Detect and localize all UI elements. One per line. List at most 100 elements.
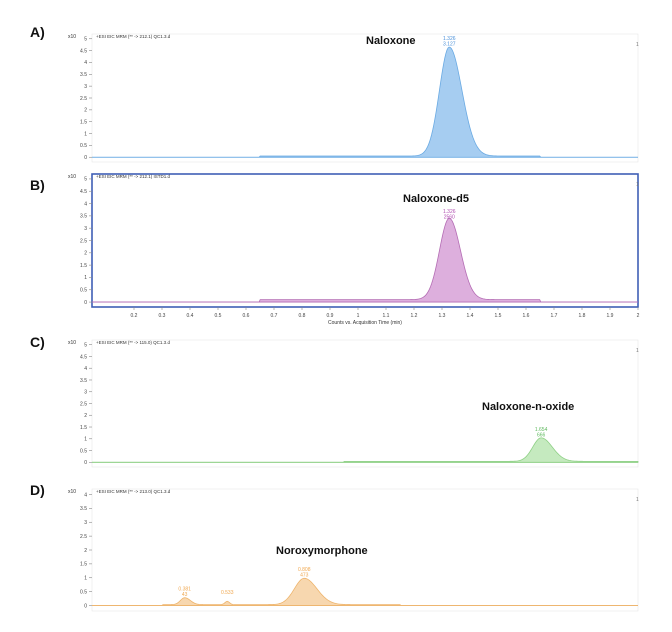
peak-annotation: 2560 [444, 214, 455, 220]
panel-label-a: A) [30, 24, 45, 40]
y-tick-label: 3.5 [80, 72, 87, 78]
y-tick-label: 4 [84, 492, 87, 498]
peak-annotation: 1.654 [535, 427, 548, 433]
x-tick-label: 1.3 [439, 313, 446, 319]
trace-count-label: 1 [636, 42, 639, 48]
y-tick-label: 2.5 [80, 401, 87, 407]
y-tick-label: 0 [84, 155, 87, 161]
y-tick-label: 4.5 [80, 354, 87, 360]
panel-frame [91, 33, 639, 163]
y-tick-label: 4 [84, 366, 87, 372]
x-tick-label: 1.5 [495, 313, 502, 319]
y-tick-label: 2.5 [80, 238, 87, 244]
chromatogram-trace [92, 46, 638, 158]
y-tick-label: 1.5 [80, 263, 87, 269]
chromatogram-trace [92, 437, 639, 463]
y-tick-label: 1 [84, 576, 87, 582]
x-tick-label: 1.6 [523, 313, 530, 319]
x-tick-label: 0.8 [299, 313, 306, 319]
chart-panel-1: x10 +ESI EIC MRM (** -> 212.1) QC1.3.d 1 0 0… [68, 33, 639, 163]
peak-annotation: 1.326 [443, 209, 456, 215]
y-tick-label: 1 [84, 437, 87, 443]
chart-panel-4: x10 +ESI EIC MRM (** -> 213.0) QC1.3.d 1 0 0… [68, 488, 639, 612]
trace-header: +ESI EIC MRM (** -> 212.1) QC1.3.d [96, 34, 171, 39]
x-tick-label: 2 [637, 313, 640, 319]
trace-header: +ESI EIC MRM (** -> 213.0) QC1.3.d [96, 489, 171, 494]
y-tick-label: 1 [84, 275, 87, 281]
y-tick-label: 4.5 [80, 189, 87, 195]
panel-label-b: B) [30, 177, 45, 193]
trace-header: +ESI EIC MRM (** -> 115.0) QC1.3.d [96, 340, 170, 345]
y-tick-label: 2 [84, 548, 87, 554]
panel-border [91, 173, 639, 308]
y-tick-label: 3.5 [80, 378, 87, 384]
x-tick-label: 1.9 [607, 313, 614, 319]
x-tick-label: 0.6 [243, 313, 250, 319]
y-tick-label: 1.5 [80, 425, 87, 431]
y-tick-label: 1 [84, 131, 87, 137]
x-axis-label: Counts vs. Acquisition Time (min) [328, 320, 402, 326]
x-tick-label: 0.5 [215, 313, 222, 319]
y-tick-label: 0 [84, 603, 87, 609]
y-tick-label: 3.5 [80, 214, 87, 220]
y-multiplier-label: x10 [68, 34, 76, 40]
x-tick-label: 1.2 [411, 313, 418, 319]
y-tick-label: 0 [84, 300, 87, 306]
y-tick-label: 3 [84, 84, 87, 90]
x-tick-label: 0.4 [187, 313, 194, 319]
peak-annotation: 0.533 [221, 590, 234, 596]
y-tick-label: 4.5 [80, 48, 87, 54]
compound-title: Noroxymorphone [276, 545, 368, 557]
chromatogram-trace [92, 217, 638, 303]
compound-title: Naloxone [366, 35, 416, 47]
compound-title: Naloxone-n-oxide [482, 401, 574, 413]
y-tick-label: 1.5 [80, 120, 87, 126]
y-multiplier-label: x10 [68, 340, 76, 346]
peak-annotation: 43 [182, 592, 188, 598]
trace-count-label: 1 [636, 182, 639, 188]
y-tick-label: 0.5 [80, 143, 87, 149]
chromatogram-trace [92, 577, 638, 606]
panel-label-d: D) [30, 482, 45, 498]
trace-count-label: 1 [636, 497, 639, 503]
y-multiplier-label: x10 [68, 489, 76, 495]
y-tick-label: 2 [84, 251, 87, 257]
peak-annotation: 1.326 [443, 36, 456, 42]
x-tick-label: 0.9 [327, 313, 334, 319]
peak-annotation: 3.127 [443, 42, 456, 48]
x-tick-label: 1.4 [467, 313, 474, 319]
x-tick-label: 1.8 [579, 313, 586, 319]
x-tick-label: 0.2 [131, 313, 138, 319]
trace-header: +ESI EIC MRM (** -> 212.1) ISTD1.d [96, 174, 171, 179]
y-tick-label: 4 [84, 60, 87, 66]
y-tick-label: 2 [84, 108, 87, 114]
peak-annotation: 666 [537, 432, 546, 438]
chart-panel-3: x10 +ESI EIC MRM (** -> 115.0) QC1.3.d 1 0 0… [68, 339, 639, 468]
x-tick-label: 1.7 [551, 313, 558, 319]
y-tick-label: 3 [84, 226, 87, 232]
x-tick-label: 1 [357, 313, 360, 319]
y-tick-label: 0 [84, 460, 87, 466]
y-tick-label: 2.5 [80, 534, 87, 540]
y-tick-label: 3.5 [80, 506, 87, 512]
peak-annotation: 0.808 [298, 567, 311, 573]
y-multiplier-label: x10 [68, 174, 76, 180]
y-tick-label: 5 [84, 343, 87, 349]
y-tick-label: 3 [84, 520, 87, 526]
compound-title: Naloxone-d5 [403, 193, 469, 205]
x-tick-label: 0.7 [271, 313, 278, 319]
y-tick-label: 4 [84, 201, 87, 207]
x-tick-label: 1.1 [383, 313, 390, 319]
y-tick-label: 5 [84, 37, 87, 43]
panel-label-c: C) [30, 334, 45, 350]
y-tick-label: 0.5 [80, 448, 87, 454]
trace-count-label: 1 [636, 348, 639, 354]
peak-annotation: 473 [300, 573, 309, 579]
peak-annotation: 0.381 [178, 587, 191, 593]
y-tick-label: 5 [84, 177, 87, 183]
y-tick-label: 3 [84, 390, 87, 396]
y-tick-label: 1.5 [80, 562, 87, 568]
y-tick-label: 2 [84, 413, 87, 419]
